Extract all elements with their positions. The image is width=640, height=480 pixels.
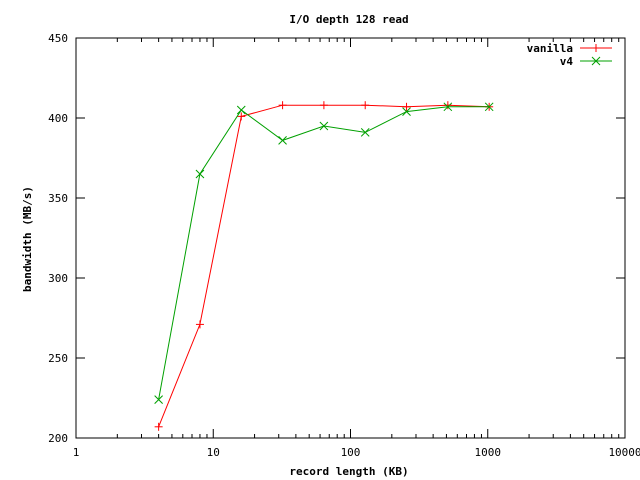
legend-marker-v4 xyxy=(591,56,601,66)
data-point-v4 xyxy=(484,102,494,112)
x-tick-label: 10 xyxy=(207,446,220,459)
data-point-vanilla xyxy=(443,101,452,110)
x-tick-label: 10000 xyxy=(608,446,640,459)
data-point-vanilla xyxy=(154,422,163,431)
data-point-vanilla xyxy=(237,112,246,121)
data-point-v4 xyxy=(195,169,205,179)
data-point-v4 xyxy=(236,105,246,115)
x-tick-label: 100 xyxy=(341,446,361,459)
y-tick-label: 250 xyxy=(48,352,68,365)
y-tick-label: 350 xyxy=(48,192,68,205)
data-point-v4 xyxy=(278,136,287,145)
data-point-v4 xyxy=(319,121,329,131)
data-point-vanilla xyxy=(195,320,204,329)
data-point-v4 xyxy=(402,107,411,116)
data-point-v4 xyxy=(443,102,453,112)
y-axis-label: bandwidth (MB/s) xyxy=(21,186,34,292)
legend-marker-vanilla xyxy=(592,44,600,52)
legend-label-v4: v4 xyxy=(560,55,574,68)
x-axis-label: record length (KB) xyxy=(289,465,408,478)
series-line-v4 xyxy=(158,106,490,400)
data-point-v4 xyxy=(154,395,163,404)
y-tick-label: 450 xyxy=(48,32,68,45)
data-point-vanilla xyxy=(402,102,411,111)
chart-title: I/O depth 128 read xyxy=(289,13,408,26)
data-point-vanilla xyxy=(278,101,287,110)
y-tick-label: 200 xyxy=(48,432,68,445)
y-tick-label: 300 xyxy=(48,272,68,285)
legend-label-vanilla: vanilla xyxy=(527,42,573,55)
series-layer xyxy=(154,101,494,431)
series-line-vanilla xyxy=(158,104,490,427)
data-point-vanilla xyxy=(361,101,370,110)
y-axis: 200 250 300 350 400 450 xyxy=(48,32,625,445)
data-point-vanilla xyxy=(319,101,328,110)
plot-frame xyxy=(75,37,626,439)
data-point-v4 xyxy=(360,128,370,137)
y-tick-label: 400 xyxy=(48,112,68,125)
x-axis: 1 10 100 1000 10000 xyxy=(73,38,640,459)
x-tick-label: 1 xyxy=(73,446,80,459)
x-tick-label: 1000 xyxy=(475,446,502,459)
